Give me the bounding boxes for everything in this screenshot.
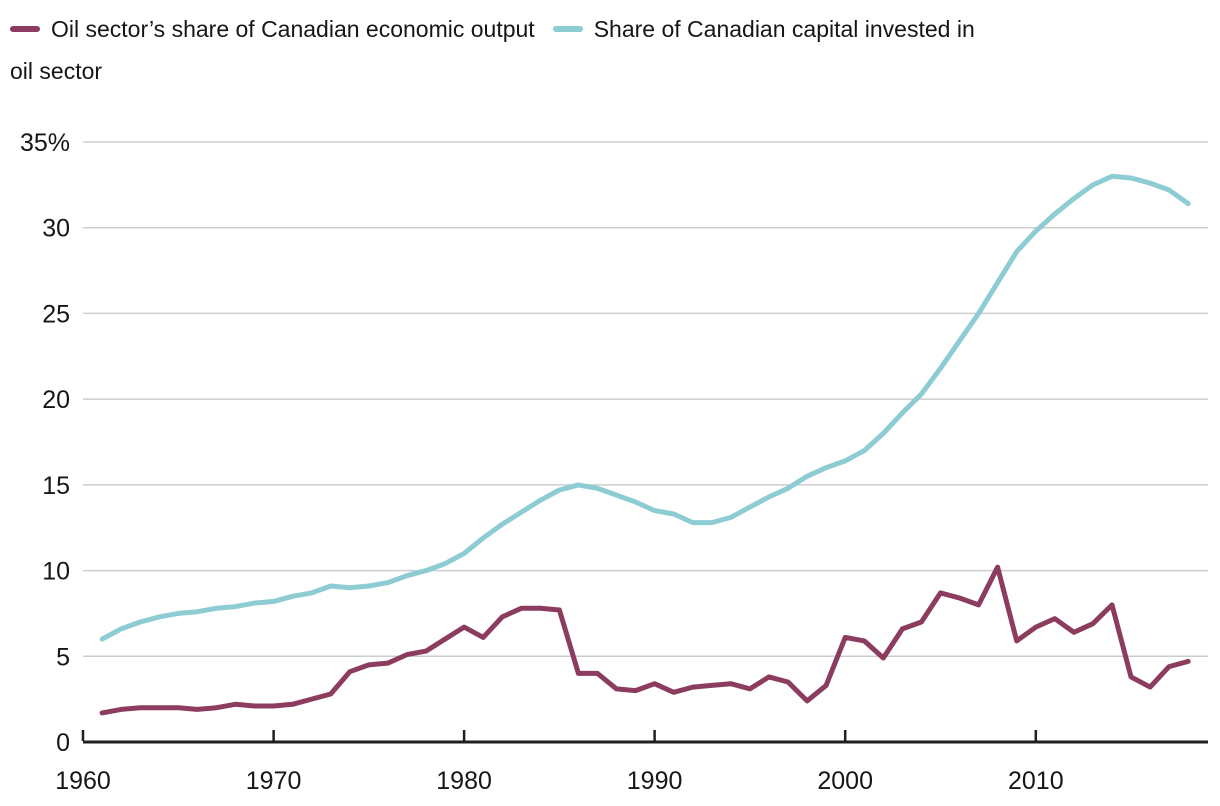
legend-row: Oil sector’s share of Canadian economic … — [10, 8, 1214, 50]
legend-dash-oil-output — [10, 26, 40, 32]
series-line-oil-output — [99, 564, 1191, 716]
x-tick-label: 1980 — [436, 767, 492, 795]
legend-label-capital-invested-line1: Share of Canadian capital invested in — [593, 16, 975, 42]
y-tick-label: 0 — [56, 729, 70, 757]
series-line-capital-invested — [99, 173, 1191, 642]
y-tick-label: 30 — [42, 215, 70, 243]
x-tick-label: 2000 — [817, 767, 873, 795]
legend-item-oil-output: Oil sector’s share of Canadian economic … — [10, 8, 535, 50]
x-tick-label: 1970 — [246, 767, 302, 795]
y-tick-label: 20 — [42, 386, 70, 414]
y-tick-label: 10 — [42, 558, 70, 586]
x-tick-label: 1990 — [627, 767, 683, 795]
y-tick-label: 25 — [42, 300, 70, 328]
y-tick-label: 15 — [42, 472, 70, 500]
x-tick-label: 2010 — [1008, 767, 1064, 795]
legend-label-capital-invested-line2: oil sector — [10, 58, 103, 84]
y-tick-label: 35% — [20, 129, 70, 157]
legend: Oil sector’s share of Canadian economic … — [10, 8, 1214, 92]
x-tick-label: 1960 — [55, 767, 111, 795]
y-tick-label: 5 — [56, 643, 70, 671]
legend-label-oil-output: Oil sector’s share of Canadian economic … — [51, 16, 535, 42]
legend-item-capital-invested: Share of Canadian capital invested in — [552, 8, 975, 50]
legend-dash-capital-invested — [552, 26, 583, 32]
